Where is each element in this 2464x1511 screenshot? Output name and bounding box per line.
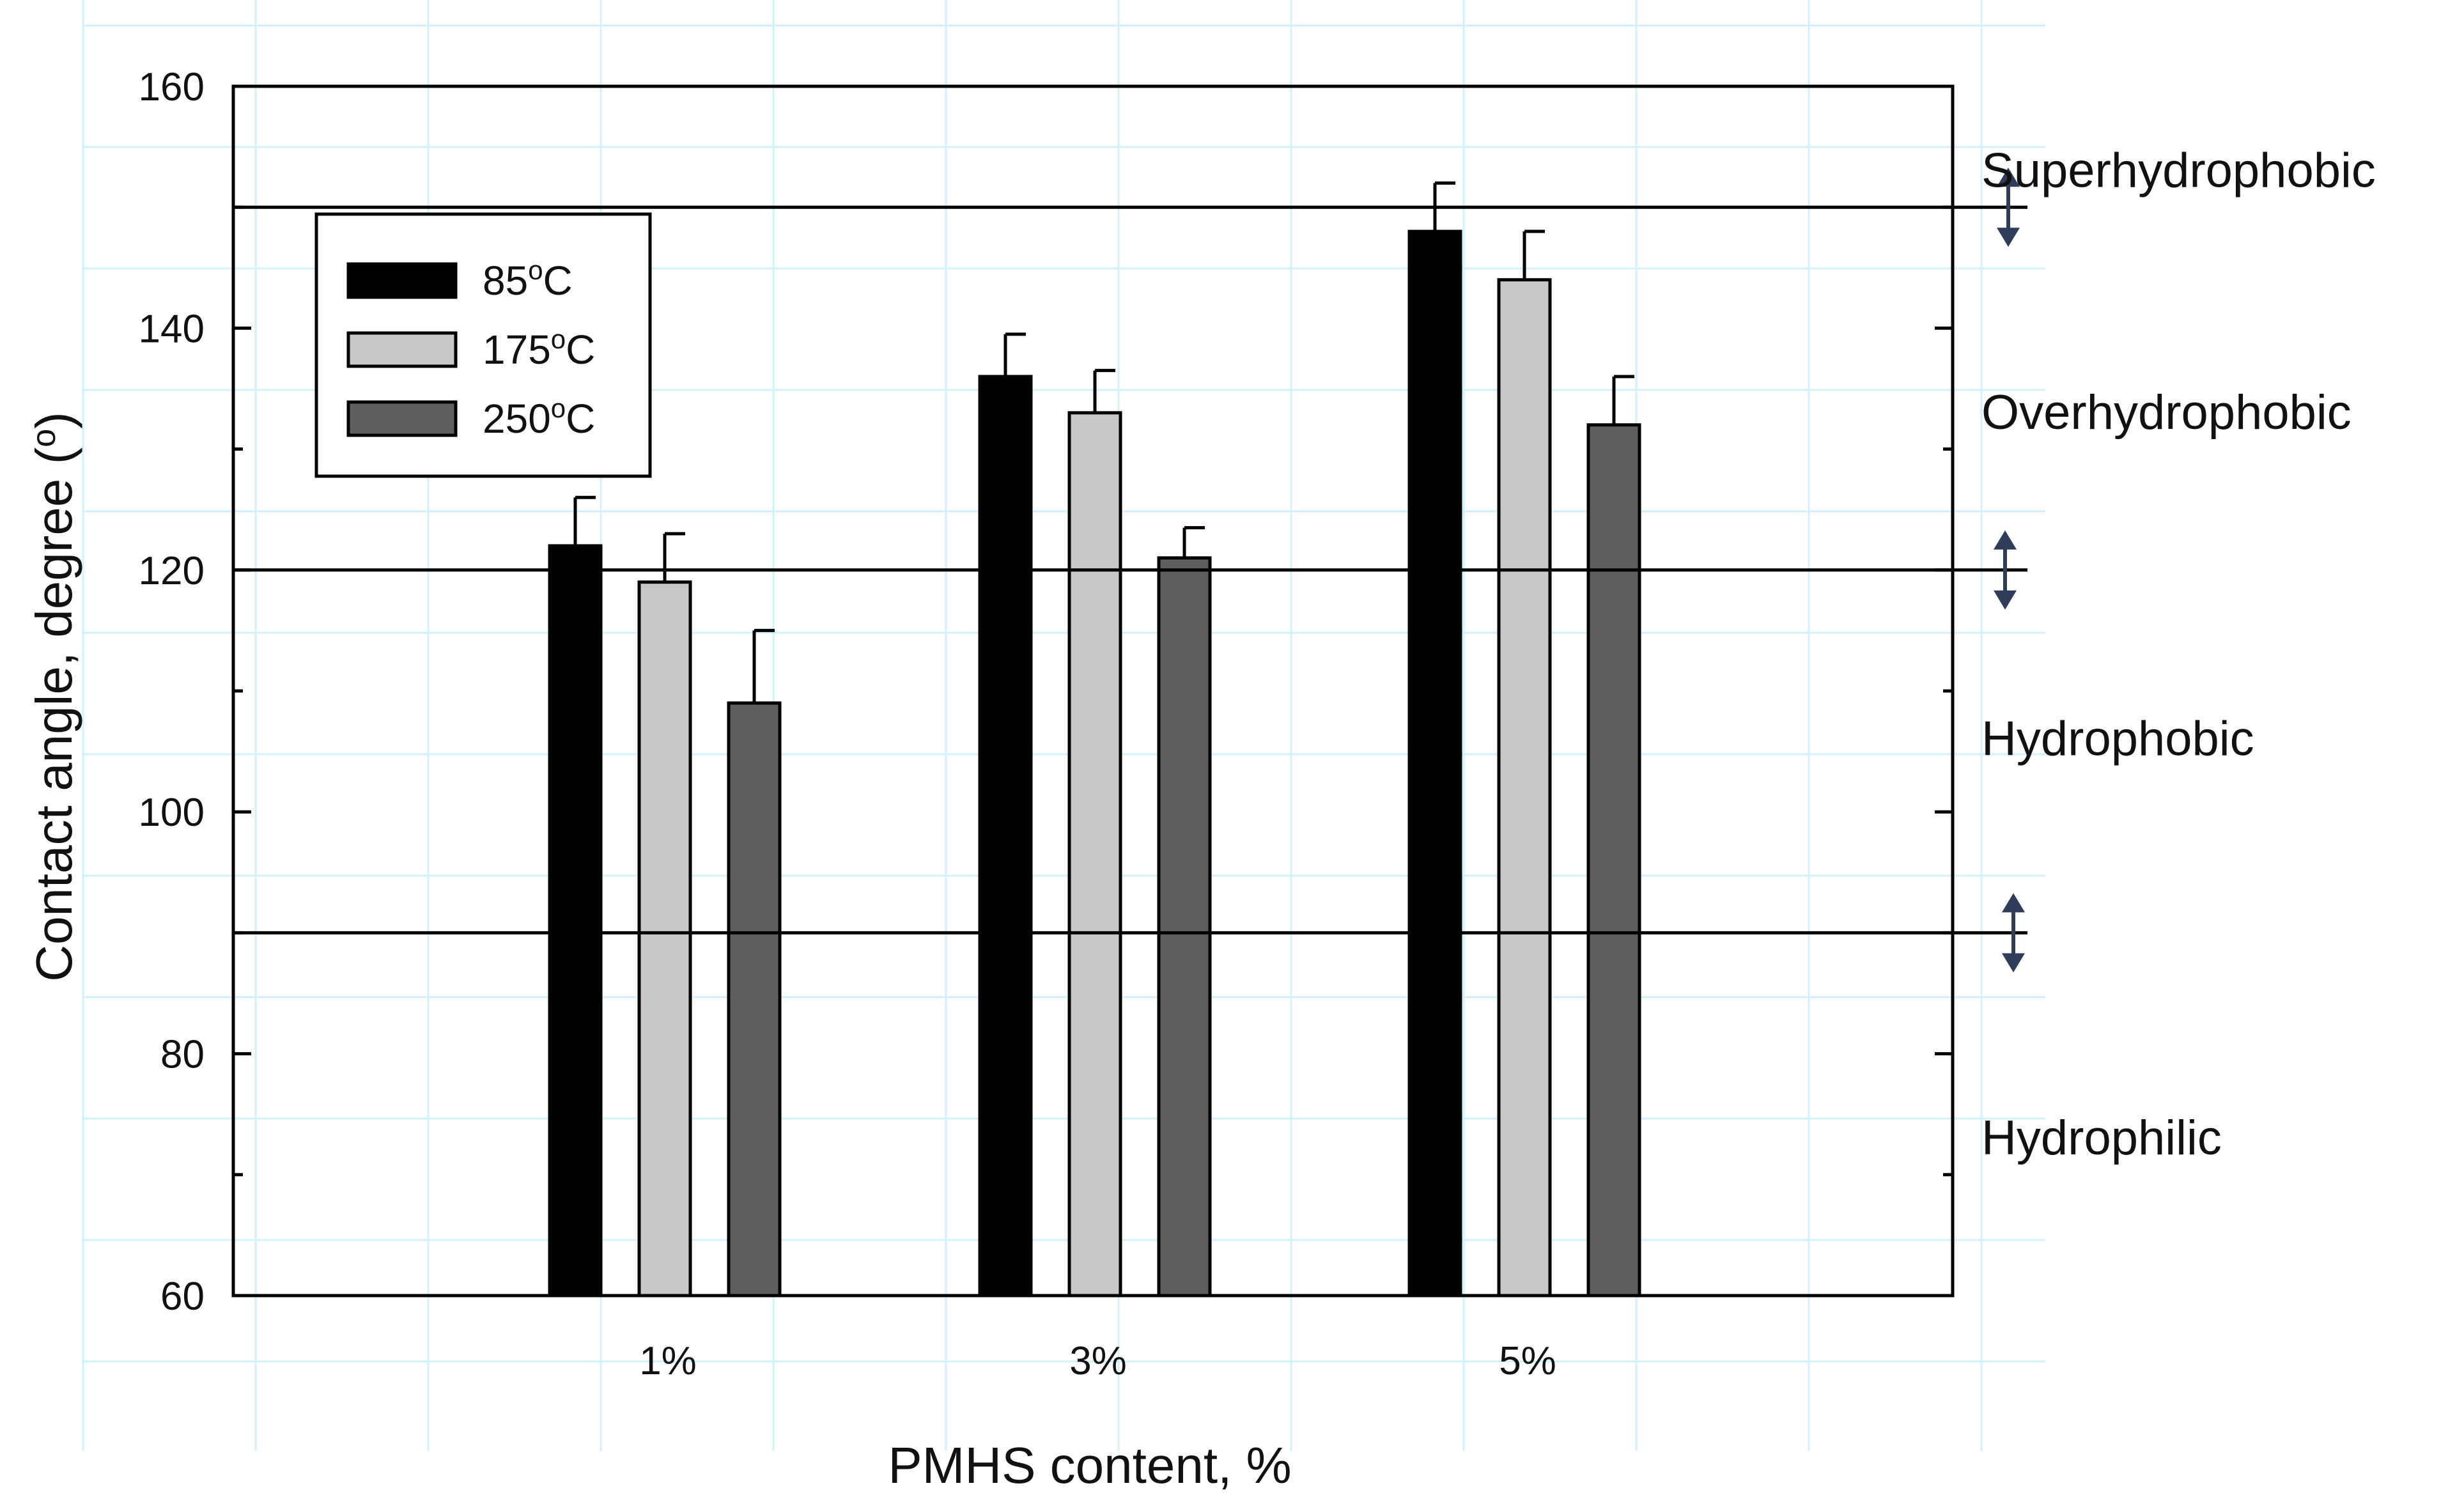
bars [548,181,1641,1298]
legend: 85oC 175oC 250oC [314,212,652,478]
legend-swatch [346,262,458,299]
text-labels: 60 80 100 120 140 160 1% 3% 5% PMHS content, % Con… [26,65,2376,1494]
plot-frame [231,84,1955,1298]
threshold-lines [233,167,2027,973]
y-tick-label: 160 [139,65,205,109]
legend-swatch [346,400,458,437]
bar [978,375,1033,1298]
bar [1586,423,1641,1298]
background-grid [82,0,2045,1451]
legend-label: 175oC [483,324,595,373]
legend-label: 250oC [483,393,595,442]
y-axis-label: Contact angle, degree (o) [26,412,82,982]
region-label: Hydrophobic [1981,712,2254,766]
region-label: Overhydrophobic [1981,385,2352,440]
x-axis-label: PMHS content, % [888,1437,1291,1494]
arrow-down-head [1997,228,2020,247]
x-tick-label: 5% [1499,1339,1556,1383]
arrow-down-head [1994,590,2017,610]
bar [548,544,603,1298]
bar [1407,229,1462,1298]
y-tick-label: 100 [139,791,205,835]
y-tick-label: 140 [139,307,205,351]
bar [727,701,782,1298]
bar [1497,278,1552,1298]
region-label: Superhydrophobic [1981,143,2376,198]
y-tick-label: 60 [160,1275,205,1319]
y-tick-label: 120 [139,549,205,593]
arrow-down-head [2002,953,2025,973]
arrow-up-head [1997,167,2020,187]
x-tick-label: 3% [1069,1339,1127,1383]
arrow-up-head [2002,893,2025,913]
x-tick-label: 1% [639,1339,697,1383]
bar [637,580,692,1298]
legend-swatch [346,331,458,368]
y-tick-label: 80 [160,1033,205,1077]
bar [1157,556,1212,1298]
bar [1067,411,1122,1298]
region-label: Hydrophilic [1981,1111,2222,1165]
arrow-up-head [1994,530,2017,550]
legend-label: 85oC [483,255,573,304]
